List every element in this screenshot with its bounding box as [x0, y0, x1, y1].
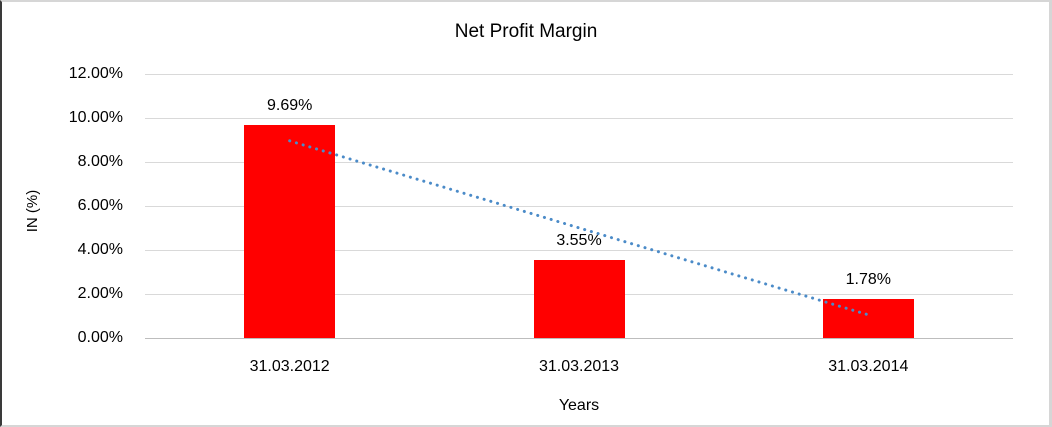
bar-value-label: 9.69% [266, 96, 313, 114]
y-tick-label: 0.00% [77, 329, 123, 346]
gridline [145, 74, 1013, 75]
y-tick-label: 8.00% [77, 153, 123, 170]
bar [533, 259, 625, 338]
gridline [145, 250, 1013, 251]
x-axis-line [145, 338, 1013, 339]
gridline [145, 162, 1013, 163]
bar-value-label: 3.55% [556, 231, 602, 249]
x-category-label: 31.03.2014 [828, 358, 909, 375]
bar-value-label: 1.78% [845, 270, 892, 288]
x-category-label: 31.03.2013 [538, 358, 620, 375]
chart-title: Net Profit Margin [454, 21, 598, 42]
plot-area: 9.69% 3.55% 1.78% [145, 74, 1013, 339]
gridline [145, 206, 1013, 207]
trendline [288, 139, 870, 317]
y-tick-label: 10.00% [68, 109, 123, 126]
x-axis-title: Years [558, 397, 600, 414]
bar [244, 124, 336, 338]
trendline-line [288, 139, 870, 317]
y-tick-label: 4.00% [77, 241, 123, 258]
x-category-label: 31.03.2012 [249, 358, 330, 375]
y-tick-label: 2.00% [77, 285, 123, 302]
y-tick-label: 6.00% [77, 197, 123, 214]
gridline [145, 118, 1013, 119]
y-tick-label: 12.00% [68, 65, 123, 82]
bar [822, 298, 914, 338]
